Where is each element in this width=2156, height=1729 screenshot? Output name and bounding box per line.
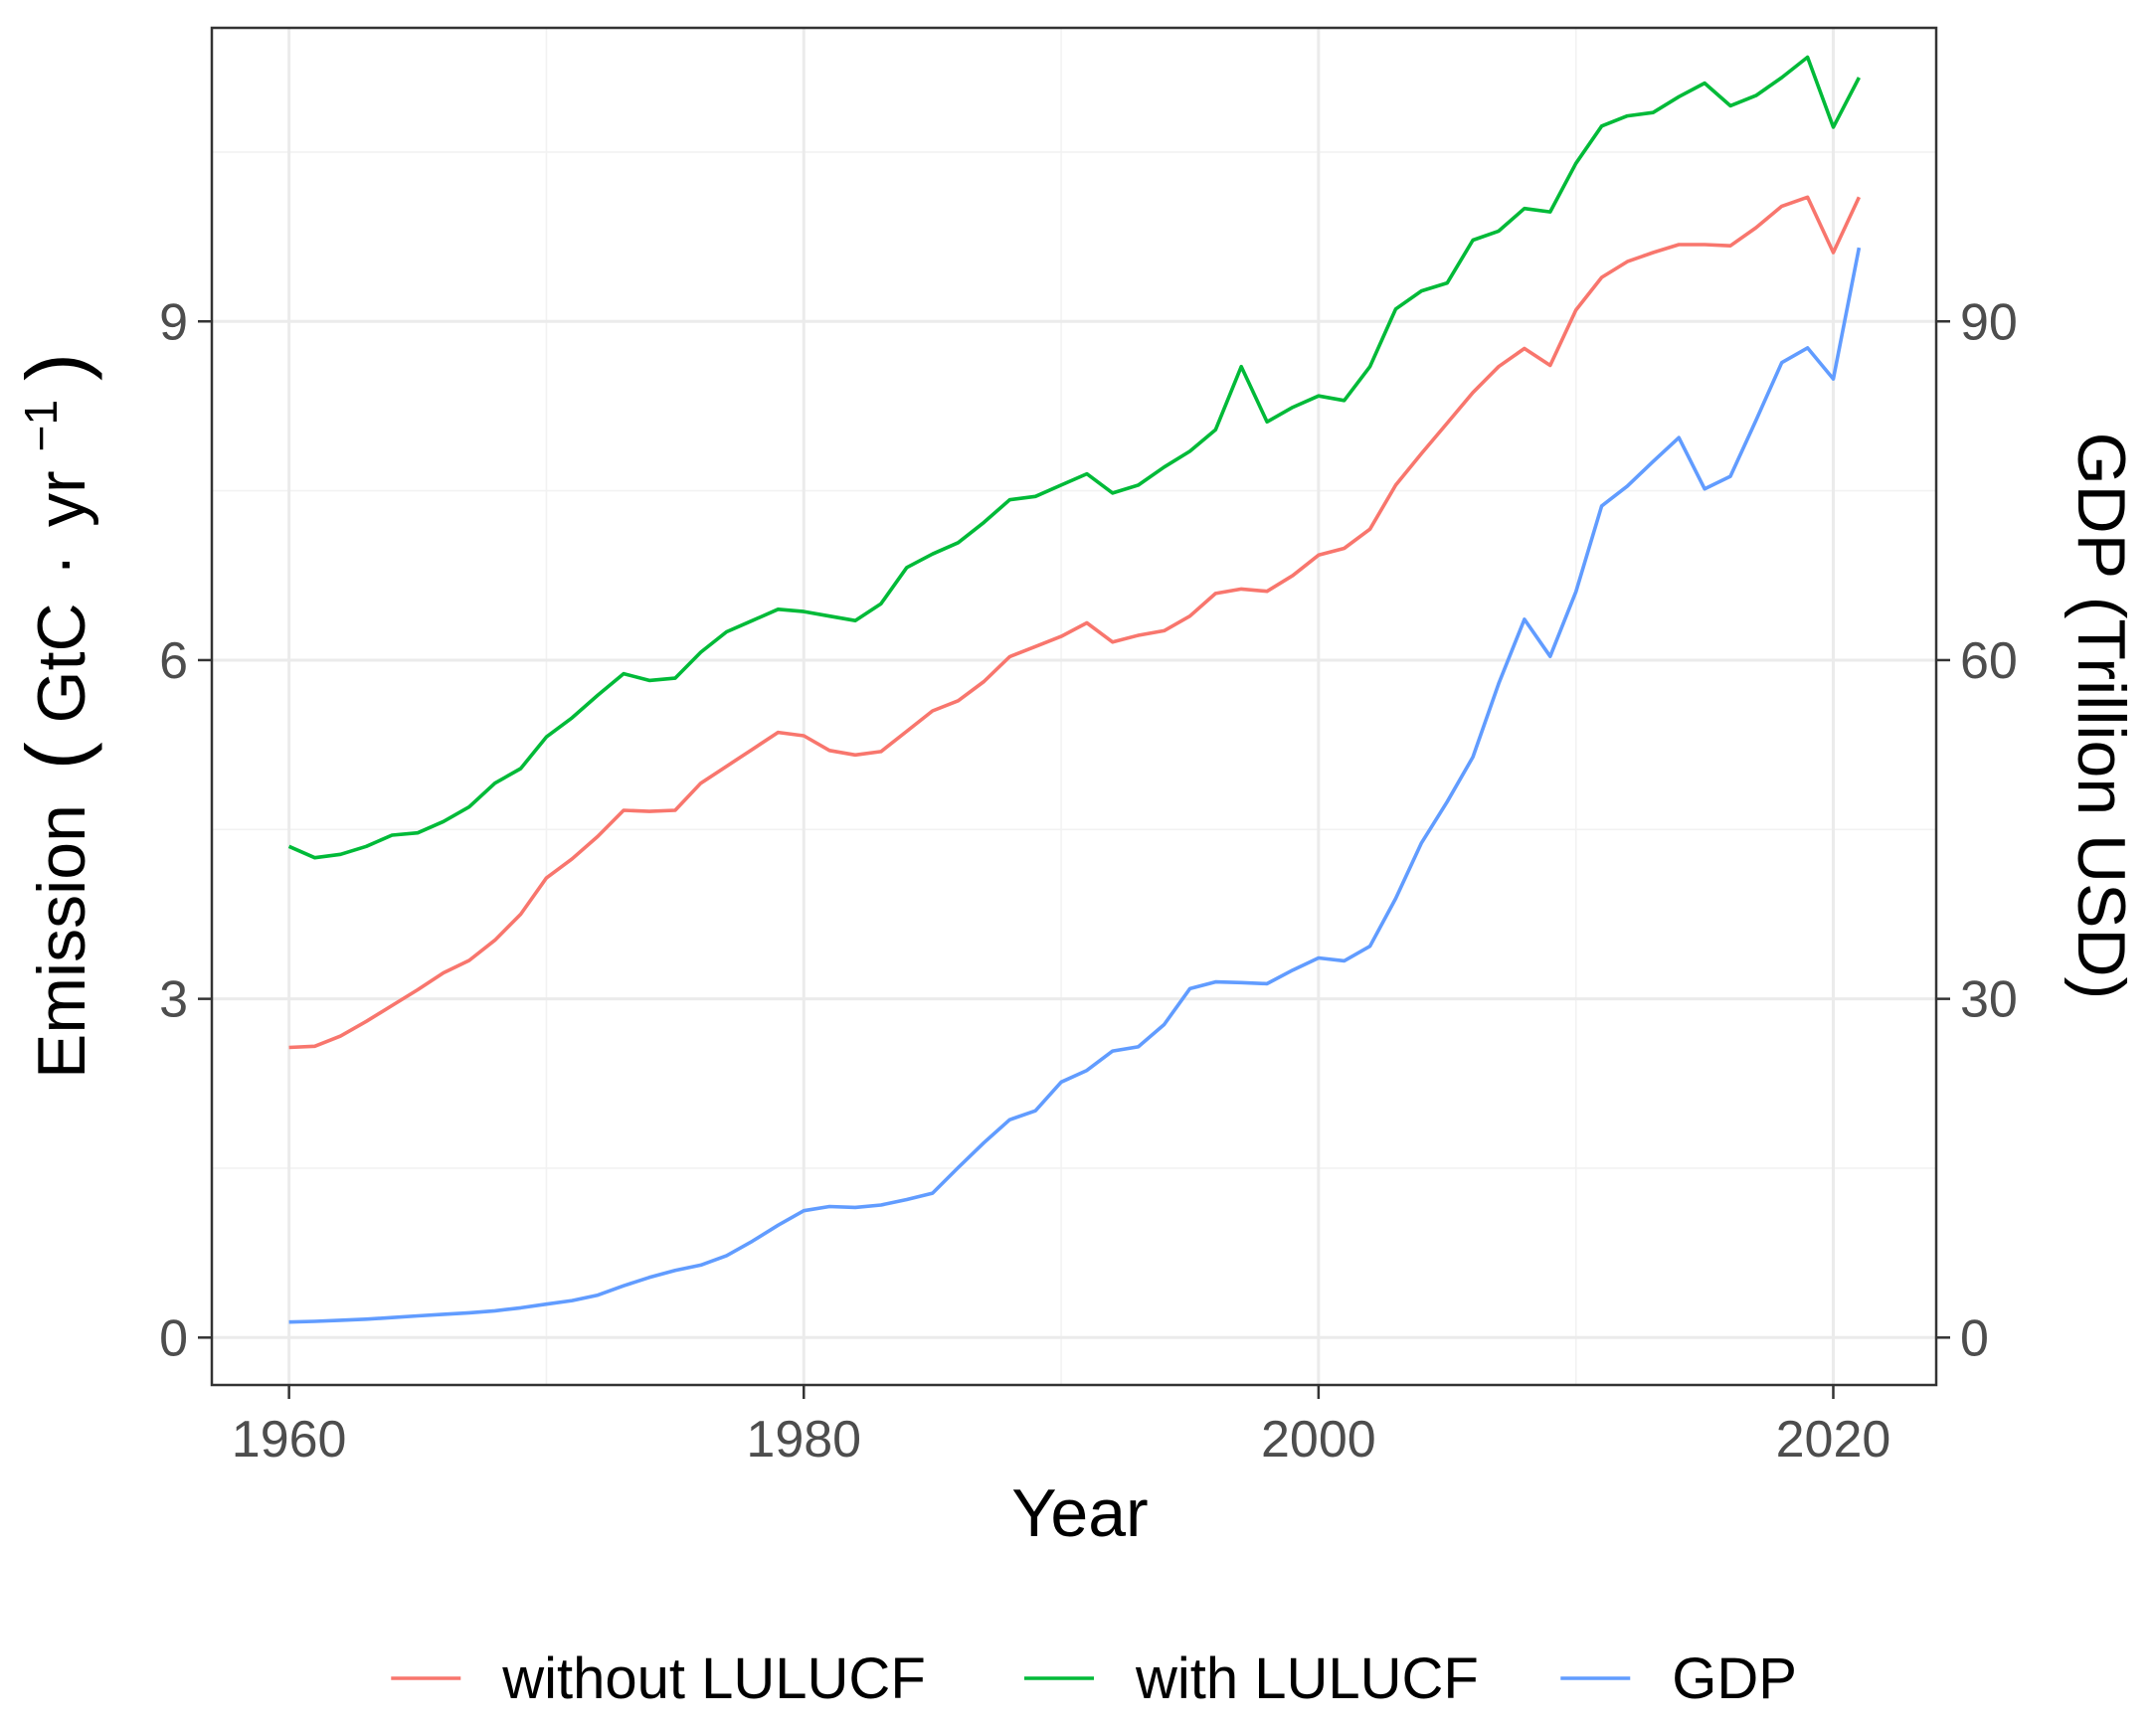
y-left-close-paren: ) [9,353,102,381]
legend-label-with-lulucf: with LULUCF [1135,1646,1479,1711]
y-right-tick-label: 60 [1960,632,2018,690]
y-right-tick-label: 90 [1960,293,2018,351]
legend-label-gdp: GDP [1672,1646,1797,1711]
y-left-tick-label: 0 [159,1309,188,1367]
y-left-title-word: Emission [24,804,99,1079]
y-left-unit-dot: · [24,554,99,577]
y-axis-right-title: GDP (Trillion USD) [2064,432,2139,1000]
x-tick-label: 1980 [746,1411,861,1469]
x-tick-label: 1960 [232,1411,347,1469]
y-right-tick-label: 30 [1960,971,2018,1029]
y-axis-left-title: Emission ( GtC · yr −1 ) [0,353,102,1079]
panel-border [210,26,1938,1387]
grid-minor-lines [212,28,1936,1385]
y-left-tick-label: 3 [159,971,188,1029]
x-tick-label: 2020 [1776,1411,1891,1469]
series-line-with-lulucf [287,55,1861,860]
y-left-tick-label: 6 [159,632,188,690]
x-tick-label: 2000 [1261,1411,1376,1469]
series-line-without-lulucf [288,195,1862,1050]
series-lines [287,55,1862,1324]
legend: without LULUCF with LULUCF GDP [391,1646,1797,1711]
legend-label-without-lulucf: without LULUCF [501,1646,925,1711]
y-left-unit-yr: yr [24,470,99,527]
y-left-unit-base: GtC [24,603,99,723]
grid-major-lines [212,28,1936,1385]
y-left-tick-label: 9 [159,293,188,351]
x-axis-title: Year [1011,1475,1148,1551]
y-right-tick-label: 0 [1960,1309,1989,1367]
series-line-gdp [288,247,1862,1324]
y-left-unit-exponent: −1 [15,400,67,451]
y-left-open-paren: ( [9,742,102,770]
